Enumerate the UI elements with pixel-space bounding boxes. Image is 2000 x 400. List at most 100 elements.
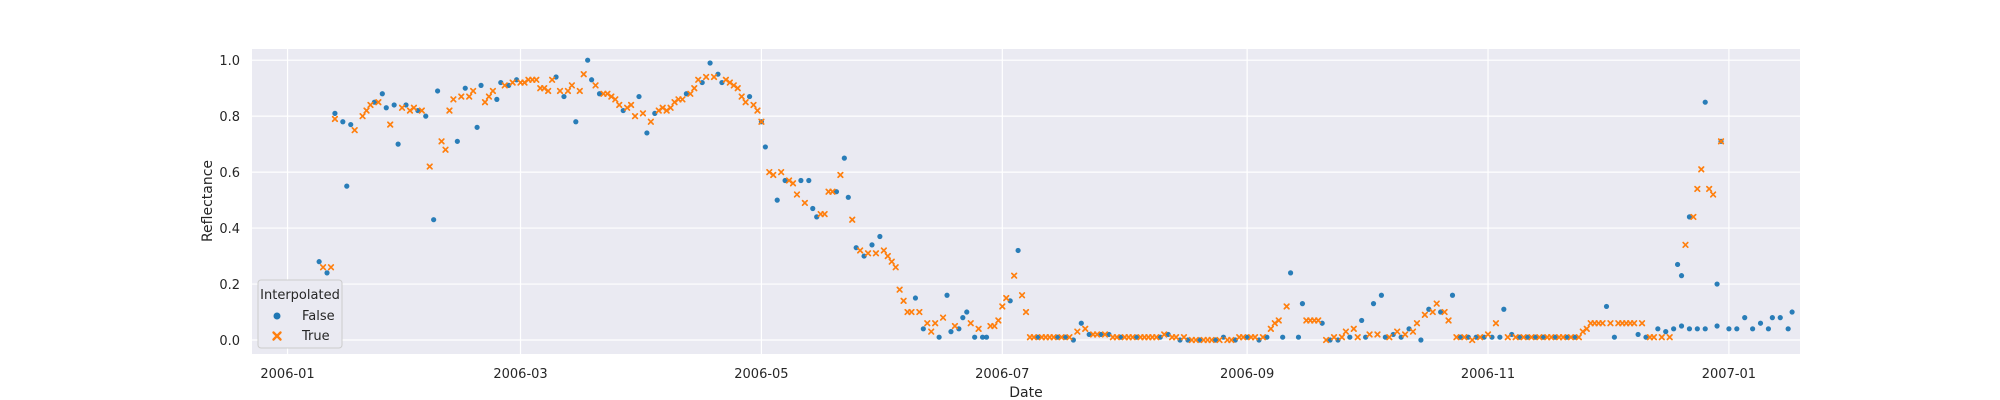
data-point [1690,213,1697,221]
data-point [501,82,508,89]
data-point [991,322,998,330]
data-point [1062,334,1069,340]
data-point [1082,325,1089,332]
data-point [972,334,978,340]
data-point [1330,334,1338,341]
data-point [431,217,437,223]
data-point [1275,317,1282,324]
data-point [1686,326,1693,332]
data-point [1322,336,1330,344]
data-point [1438,309,1444,315]
data-point [1413,320,1421,327]
data-point [1093,331,1101,338]
data-point [789,180,797,187]
data-point [683,91,689,97]
data-point [351,126,358,134]
data-point [1374,331,1381,338]
data-point [1283,303,1290,310]
data-point [967,320,974,327]
data-point [1299,301,1306,307]
data-point [1564,334,1570,340]
data-point [964,309,970,315]
data-point [1429,308,1436,316]
data-point [1058,334,1065,341]
data-point [1552,334,1558,340]
data-point [960,315,966,321]
data-point [395,141,401,147]
data-point [1572,334,1578,340]
data-point [1433,300,1440,307]
data-point [647,118,654,125]
data-point [687,90,694,97]
data-point [1212,337,1219,343]
data-point [1382,334,1388,340]
data-point [1706,185,1713,193]
data-point [833,189,840,195]
data-point [1457,334,1463,340]
data-point [979,334,986,340]
data-point [1750,326,1756,332]
data-point [1702,326,1708,332]
data-point [1449,292,1456,298]
data-point [798,177,804,184]
data-point [332,110,338,116]
data-point [1101,331,1109,338]
data-point [489,87,497,95]
data-point [1180,334,1188,341]
data-point [1717,138,1725,145]
data-point [1244,334,1250,340]
legend-title: Interpolated [260,288,340,303]
data-point [580,71,587,78]
data-point [1714,281,1720,287]
x-tick-label: 2006-01 [260,367,314,382]
data-point [1280,334,1286,340]
data-point [568,82,576,89]
data-point [319,264,327,271]
data-point [631,113,639,120]
data-point [1022,308,1030,316]
x-tick-label: 2007-01 [1702,367,1756,382]
data-point [1630,320,1638,327]
data-point [750,101,757,109]
data-point [509,79,516,86]
data-point [1686,214,1693,220]
data-point [932,320,939,327]
data-point [576,87,583,95]
y-tick-labels: 0.0 0.2 0.4 0.6 0.8 1.0 [219,54,240,349]
data-point [331,115,339,123]
data-point [1678,323,1685,329]
data-point [1208,336,1215,344]
x-tick-label: 2006-11 [1461,367,1515,382]
data-point [1789,309,1795,315]
data-point [1401,331,1409,338]
data-point [810,205,816,212]
data-point [884,252,891,260]
data-point [1342,328,1350,335]
data-point [1098,331,1104,338]
data-point [1354,334,1361,341]
data-point [596,91,603,97]
data-point [1347,334,1353,340]
data-point [1153,334,1160,341]
data-point [1694,326,1700,332]
data-point [1658,334,1665,341]
data-point [564,87,572,95]
data-point [426,163,433,170]
data-point [1359,317,1365,324]
data-point [1599,320,1606,327]
data-point [951,322,959,330]
data-point [707,60,713,66]
data-point [1757,320,1764,326]
data-point [691,85,698,92]
x-tick-label: 2006-09 [1220,367,1274,382]
data-point [1492,320,1500,327]
data-point [1161,331,1168,338]
data-point [1418,337,1424,343]
data-point [758,118,765,125]
data-point [592,82,599,89]
data-point [1445,317,1452,324]
data-point [1003,294,1010,302]
data-point [1216,336,1223,344]
data-point [1129,334,1136,341]
data-point [639,110,647,117]
